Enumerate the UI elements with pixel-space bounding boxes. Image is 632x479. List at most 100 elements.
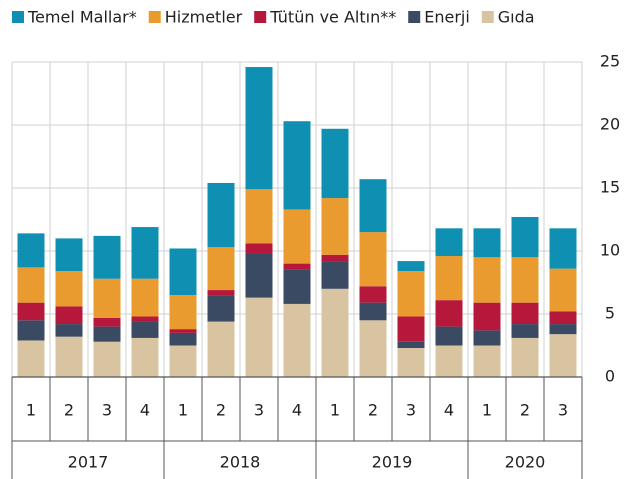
bar-segment	[17, 320, 45, 341]
bar-segment	[245, 243, 273, 254]
bar-segment	[169, 332, 197, 346]
bar-segment	[283, 121, 311, 210]
bar-segment	[321, 198, 349, 255]
bar-segment	[397, 341, 425, 349]
x-group-label: 2017	[68, 453, 109, 472]
bar-segment	[207, 182, 235, 248]
bar-segment	[473, 345, 501, 377]
y-tick-label: 0	[605, 367, 615, 386]
bar-segment	[473, 257, 501, 303]
bar-segment	[435, 256, 463, 301]
legend-label: Enerji	[424, 8, 470, 27]
y-tick-label: 25	[600, 52, 620, 71]
bar-segment	[511, 257, 539, 303]
bar-segment	[93, 235, 121, 279]
bar-segment	[169, 295, 197, 330]
bar-segment	[359, 179, 387, 233]
x-tick-label: 2	[64, 401, 74, 420]
x-tick-label: 1	[178, 401, 188, 420]
bar-segment	[131, 321, 159, 338]
x-tick-label: 1	[482, 401, 492, 420]
bar-segment	[321, 254, 349, 262]
bar-segment	[283, 263, 311, 270]
bar-segment	[207, 247, 235, 291]
legend-swatch	[254, 11, 267, 23]
bar-segment	[283, 209, 311, 264]
bar-segment	[473, 228, 501, 258]
x-tick-label: 1	[330, 401, 340, 420]
bar-segment	[55, 336, 83, 377]
x-tick-label: 3	[102, 401, 112, 420]
bar-segment	[245, 67, 273, 190]
bar-segment	[17, 302, 45, 321]
bar-segment	[245, 297, 273, 377]
bar-segment	[397, 271, 425, 317]
legend-label: Gıda	[498, 8, 535, 27]
bar-segment	[511, 216, 539, 258]
bar-segment	[397, 348, 425, 377]
legend-label: Tütün ve Altın**	[269, 8, 396, 27]
bar-segment	[17, 340, 45, 377]
x-tick-label: 2	[368, 401, 378, 420]
x-tick-label: 1	[26, 401, 36, 420]
bar-segment	[207, 290, 235, 296]
bar-segment	[169, 248, 197, 296]
x-tick-label: 3	[254, 401, 264, 420]
x-tick-label: 3	[558, 401, 568, 420]
bar-segment	[473, 302, 501, 331]
bar-segment	[435, 228, 463, 257]
bar-segment	[245, 253, 273, 298]
bar-segment	[359, 320, 387, 377]
x-tick-label: 3	[406, 401, 416, 420]
x-tick-label: 2	[520, 401, 530, 420]
bar-segment	[55, 238, 83, 272]
bar-segment	[17, 233, 45, 268]
bar-segment	[93, 326, 121, 342]
bar-segment	[359, 302, 387, 321]
bar-segment	[17, 267, 45, 303]
bar-segment	[283, 269, 311, 304]
bar-segment	[93, 341, 121, 377]
x-group-label: 2020	[505, 453, 546, 472]
y-tick-label: 5	[605, 304, 615, 323]
bar-segment	[93, 317, 121, 327]
bar-segment	[549, 311, 577, 325]
bar-segment	[55, 306, 83, 325]
bar-segment	[131, 278, 159, 317]
bar-segment	[511, 324, 539, 338]
bar-segment	[131, 227, 159, 279]
bar-segment	[207, 295, 235, 322]
y-tick-label: 15	[600, 178, 620, 197]
legend-swatch	[408, 11, 421, 23]
bar-segment	[245, 189, 273, 244]
bar-segment	[435, 300, 463, 327]
bar-segment	[549, 324, 577, 335]
bar-segment	[131, 316, 159, 322]
bar-segment	[283, 303, 311, 377]
bar-segment	[511, 337, 539, 377]
bar-segment	[55, 324, 83, 337]
x-tick-label: 4	[292, 401, 302, 420]
x-tick-label: 4	[140, 401, 150, 420]
y-tick-label: 10	[600, 241, 620, 260]
bar-segment	[397, 261, 425, 272]
bar-segment	[435, 326, 463, 346]
y-tick-label: 20	[600, 115, 620, 134]
x-group-label: 2018	[220, 453, 261, 472]
bar-segment	[397, 316, 425, 342]
bar-segment	[511, 302, 539, 325]
legend-label: Temel Mallar*	[27, 8, 137, 27]
bar-segment	[93, 278, 121, 318]
legend-swatch	[148, 11, 161, 23]
bar-segment	[549, 268, 577, 312]
bar-segment	[549, 228, 577, 269]
bar-segment	[207, 321, 235, 377]
bar-segment	[321, 128, 349, 199]
x-tick-label: 2	[216, 401, 226, 420]
bar-segment	[131, 337, 159, 377]
bar-segment	[169, 345, 197, 377]
bar-segment	[549, 334, 577, 377]
legend-label: Hizmetler	[165, 8, 243, 27]
legend-swatch	[12, 11, 24, 23]
